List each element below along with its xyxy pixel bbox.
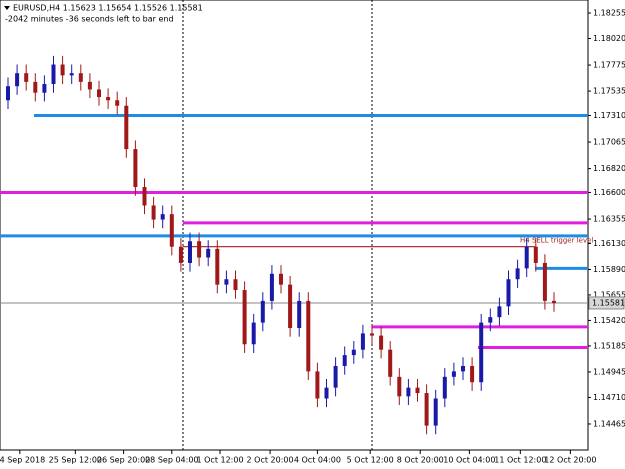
x-tick-label: 2 Oct 20:00 [247, 456, 294, 465]
candle-body [451, 371, 456, 377]
level-label: H4 SELL trigger level [520, 237, 593, 245]
y-tick-label: 1.17310 [593, 111, 625, 120]
candle-body [479, 322, 484, 383]
candle-body [315, 371, 320, 399]
candle-body [370, 333, 374, 336]
candle-body [260, 300, 265, 323]
candle-body [78, 73, 83, 82]
y-tick-label: 1.17535 [593, 87, 625, 96]
y-tick-label: 1.18020 [593, 34, 625, 43]
candle-body [552, 300, 556, 304]
candle-body [69, 73, 74, 76]
y-tick-label: 1.15185 [593, 341, 625, 350]
candle-body [497, 306, 502, 318]
candle-body [251, 322, 256, 345]
candle-body [297, 300, 302, 329]
candle-body [415, 387, 420, 394]
y-tick-label: 1.15890 [593, 265, 625, 274]
candle-body [87, 81, 92, 90]
y-tick-label: 1.15420 [593, 316, 625, 325]
y-tick-label: 1.14945 [593, 367, 625, 376]
x-tick-label: 5 Oct 12:00 [347, 456, 394, 465]
plot-frame [0, 0, 589, 451]
candle-body [406, 387, 411, 397]
x-tick-label: 25 Sep 12:00 [49, 456, 102, 465]
x-tick-label: 26 Sep 20:00 [97, 456, 150, 465]
candle-body [106, 97, 111, 101]
candle-body [233, 279, 238, 291]
dropdown-icon [4, 6, 10, 10]
candle-body [97, 89, 101, 98]
candle-body [33, 81, 38, 93]
chart-subtitle: -2042 minutes -36 seconds left to bar en… [5, 15, 174, 24]
candle-body [51, 64, 56, 85]
candle-body [342, 355, 347, 366]
candle-body [288, 284, 293, 329]
chart-title: EURUSD,H4 1.15623 1.15654 1.15526 1.1558… [13, 4, 203, 13]
y-tick-label: 1.14465 [593, 419, 625, 428]
candle-body [379, 335, 384, 350]
candle-body [133, 149, 138, 188]
candle-body [15, 73, 20, 87]
candle-body [306, 300, 311, 372]
x-tick-label: 28 Sep 04:00 [145, 456, 198, 465]
candle-body [324, 387, 329, 399]
candle-body [424, 393, 429, 426]
candle-body [169, 214, 174, 247]
x-tick-label: 24 Sep 2018 [0, 456, 45, 465]
candle-body [397, 376, 402, 397]
candle-body [24, 73, 29, 82]
candle-body [542, 262, 547, 301]
candle-body [470, 365, 475, 383]
candle-body [506, 279, 511, 307]
y-tick-label: 1.16820 [593, 164, 625, 173]
y-tick-label: 1.14710 [593, 393, 625, 402]
candle-body [160, 214, 165, 220]
candle-body [488, 317, 493, 323]
candle-body [151, 205, 156, 220]
y-tick-label: 1.18255 [593, 9, 625, 18]
x-tick-label: 11 Oct 12:00 [494, 456, 546, 465]
candle-body [269, 273, 274, 301]
candle-body [42, 84, 47, 93]
candle-body [333, 365, 338, 388]
y-tick-label: 1.16130 [593, 239, 625, 248]
candle-body [515, 268, 520, 280]
current-price-label: 1.15581 [592, 298, 625, 307]
candle-body [524, 246, 529, 269]
candle-body [60, 64, 65, 76]
candle-body [388, 349, 393, 377]
candle-body [351, 349, 356, 356]
candle-body [6, 86, 10, 101]
candle-body [442, 376, 447, 399]
x-tick-label: 4 Oct 04:00 [294, 456, 341, 465]
x-tick-label: 10 Oct 04:00 [443, 456, 495, 465]
candle-body [178, 246, 183, 263]
candle-body [533, 246, 538, 263]
y-tick-label: 1.17775 [593, 61, 625, 70]
candle-body [461, 365, 465, 372]
x-tick-label: 8 Oct 20:00 [397, 456, 444, 465]
candle-body [142, 187, 147, 206]
candle-body [206, 248, 211, 258]
candle-body [124, 105, 129, 150]
x-tick-label: 12 Oct 20:00 [544, 456, 596, 465]
x-tick-label: 1 Oct 12:00 [196, 456, 243, 465]
candle-body [360, 333, 365, 350]
candle-body [188, 241, 192, 263]
current-price-box [588, 296, 625, 310]
candle-body [242, 290, 247, 345]
candle-body [197, 241, 202, 258]
y-tick-label: 1.15655 [593, 290, 625, 299]
y-tick-label: 1.16355 [593, 215, 625, 224]
y-tick-label: 1.16600 [593, 188, 625, 197]
candle-body [433, 398, 438, 426]
candle-body [215, 248, 220, 285]
candle-body [279, 273, 283, 285]
candle-body [224, 279, 229, 285]
y-tick-label: 1.17065 [593, 138, 625, 147]
candle-body [115, 100, 120, 106]
